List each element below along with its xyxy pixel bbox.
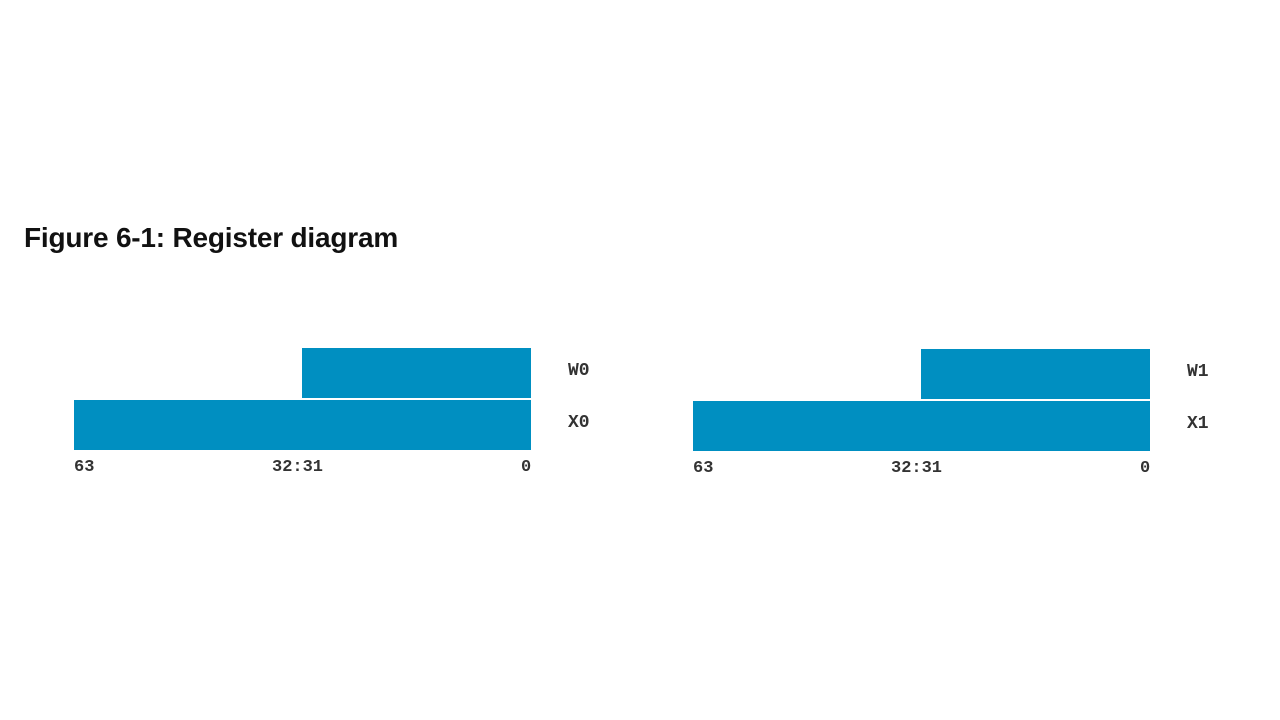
register-diagram-1: W1 X1 63 32:31 0 [693, 349, 1253, 489]
bit-label-high: 63 [693, 459, 714, 478]
x-register-label: X1 [1187, 414, 1209, 434]
bit-label-high: 63 [74, 458, 95, 477]
bit-label-low: 0 [521, 458, 532, 477]
bit-label-low: 0 [1140, 459, 1151, 478]
x-register-label: X0 [568, 413, 590, 433]
figure-title: Figure 6-1: Register diagram [24, 222, 399, 253]
register-diagram-0: W0 X0 63 32:31 0 [74, 348, 634, 488]
w-register-bar [302, 348, 531, 398]
w-register-bar [921, 349, 1150, 399]
w-register-label: W0 [568, 361, 590, 381]
x-register-bar [74, 400, 531, 450]
bit-label-mid: 32:31 [272, 458, 324, 477]
bit-label-mid: 32:31 [891, 459, 943, 478]
x-register-bar [693, 401, 1150, 451]
w-register-label: W1 [1187, 362, 1209, 382]
